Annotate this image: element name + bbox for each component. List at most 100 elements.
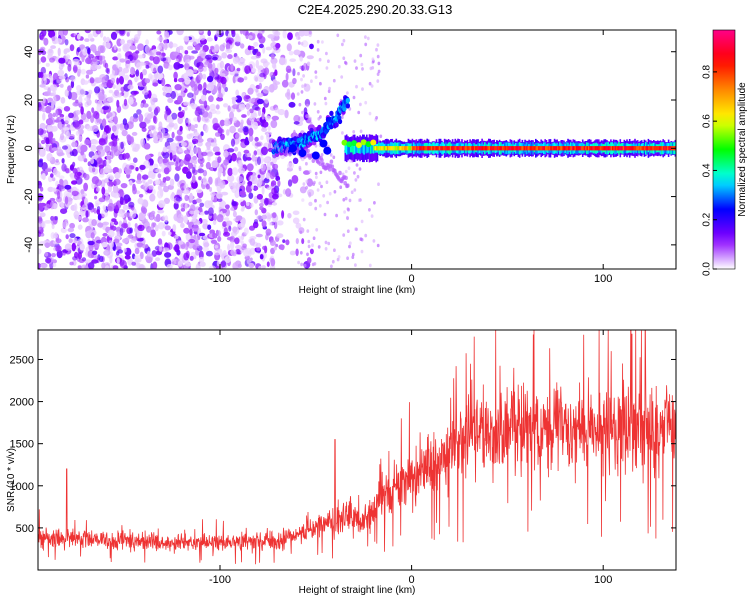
noise-cell bbox=[128, 201, 135, 208]
noise-cell bbox=[375, 47, 378, 52]
noise-cell bbox=[77, 68, 82, 74]
noise-cell bbox=[157, 173, 162, 179]
noise-cell bbox=[303, 83, 307, 87]
noise-cell bbox=[147, 170, 153, 179]
noise-cell bbox=[237, 77, 244, 83]
carrier-core bbox=[443, 146, 445, 151]
noise-cell bbox=[280, 245, 285, 251]
chirp-cell bbox=[344, 175, 348, 181]
noise-cell bbox=[180, 160, 185, 167]
carrier-core bbox=[447, 146, 449, 151]
noise-cell bbox=[105, 158, 110, 167]
noise-cell bbox=[250, 202, 254, 208]
noise-cell bbox=[49, 57, 55, 63]
noise-cell bbox=[163, 39, 168, 44]
noise-cell bbox=[252, 104, 259, 111]
noise-cell bbox=[346, 256, 349, 261]
noise-cell bbox=[351, 252, 355, 257]
noise-cell bbox=[342, 38, 346, 43]
noise-cell bbox=[113, 115, 118, 125]
noise-cell bbox=[313, 262, 317, 266]
noise-cell bbox=[308, 201, 313, 207]
noise-cell bbox=[49, 197, 56, 202]
noise-cell bbox=[140, 138, 146, 146]
carrier-core bbox=[594, 146, 597, 151]
noise-cell bbox=[94, 195, 98, 200]
noise-cell bbox=[201, 106, 205, 113]
noise-cell bbox=[189, 149, 194, 157]
noise-cell bbox=[375, 116, 378, 120]
carrier-core bbox=[634, 146, 637, 151]
noise-cell bbox=[174, 244, 180, 253]
noise-cell bbox=[312, 236, 316, 240]
noise-cell bbox=[307, 244, 311, 249]
noise-cell bbox=[129, 180, 133, 186]
noise-cell bbox=[287, 32, 293, 41]
noise-cell bbox=[238, 103, 246, 111]
chirp-cell bbox=[323, 146, 332, 155]
noise-cell bbox=[135, 167, 139, 172]
noise-cell bbox=[153, 115, 157, 124]
noise-cell bbox=[183, 149, 191, 155]
carrier-core bbox=[471, 146, 473, 151]
noise-cell bbox=[149, 253, 154, 261]
noise-cell bbox=[373, 201, 376, 205]
carrier-core bbox=[583, 146, 586, 151]
noise-cell bbox=[103, 125, 112, 134]
noise-cell bbox=[340, 115, 344, 120]
noise-cell bbox=[178, 106, 182, 111]
carrier-blob bbox=[360, 139, 367, 146]
noise-cell bbox=[162, 146, 168, 153]
noise-cell bbox=[118, 168, 123, 174]
noise-cell bbox=[245, 202, 250, 206]
noise-cell bbox=[314, 198, 317, 203]
noise-cell bbox=[124, 123, 129, 130]
noise-cell bbox=[144, 78, 151, 84]
noise-cell bbox=[201, 151, 208, 157]
carrier-core bbox=[577, 146, 579, 151]
noise-cell bbox=[202, 222, 209, 230]
noise-cell bbox=[187, 45, 194, 51]
noise-cell bbox=[291, 175, 299, 184]
noise-cell bbox=[195, 198, 202, 204]
carrier-core bbox=[402, 146, 405, 151]
noise-cell bbox=[208, 265, 217, 269]
noise-cell bbox=[352, 95, 356, 100]
noise-cell bbox=[135, 179, 143, 184]
noise-cell bbox=[270, 53, 275, 60]
noise-cell bbox=[38, 248, 42, 255]
noise-cell bbox=[292, 157, 299, 164]
noise-cell bbox=[341, 42, 344, 47]
noise-cell bbox=[57, 190, 61, 200]
noise-cell bbox=[157, 65, 164, 74]
noise-cell bbox=[102, 36, 107, 42]
noise-cell bbox=[88, 54, 94, 59]
noise-cell bbox=[302, 74, 305, 78]
carrier-core bbox=[512, 146, 515, 151]
noise-cell bbox=[162, 157, 170, 167]
carrier-core bbox=[578, 146, 581, 151]
chirp-cell bbox=[342, 106, 347, 112]
noise-cell bbox=[54, 232, 58, 237]
noise-cell bbox=[272, 47, 277, 52]
noise-cell bbox=[301, 238, 305, 245]
noise-cell bbox=[157, 45, 162, 51]
noise-cell bbox=[286, 88, 291, 97]
noise-cell bbox=[168, 122, 175, 128]
noise-cell bbox=[97, 45, 105, 54]
noise-cell bbox=[357, 110, 361, 115]
noise-cell bbox=[199, 202, 205, 208]
noise-cell bbox=[179, 218, 184, 224]
noise-cell bbox=[323, 212, 327, 217]
noise-cell bbox=[197, 83, 203, 91]
carrier-core bbox=[658, 146, 661, 151]
noise-cell bbox=[299, 186, 307, 194]
carrier-core bbox=[483, 146, 485, 151]
noise-cell bbox=[301, 84, 304, 88]
noise-cell bbox=[138, 225, 143, 229]
carrier-blob bbox=[341, 139, 348, 146]
carrier-core bbox=[640, 146, 642, 151]
noise-cell bbox=[157, 72, 164, 81]
noise-cell bbox=[111, 125, 117, 132]
